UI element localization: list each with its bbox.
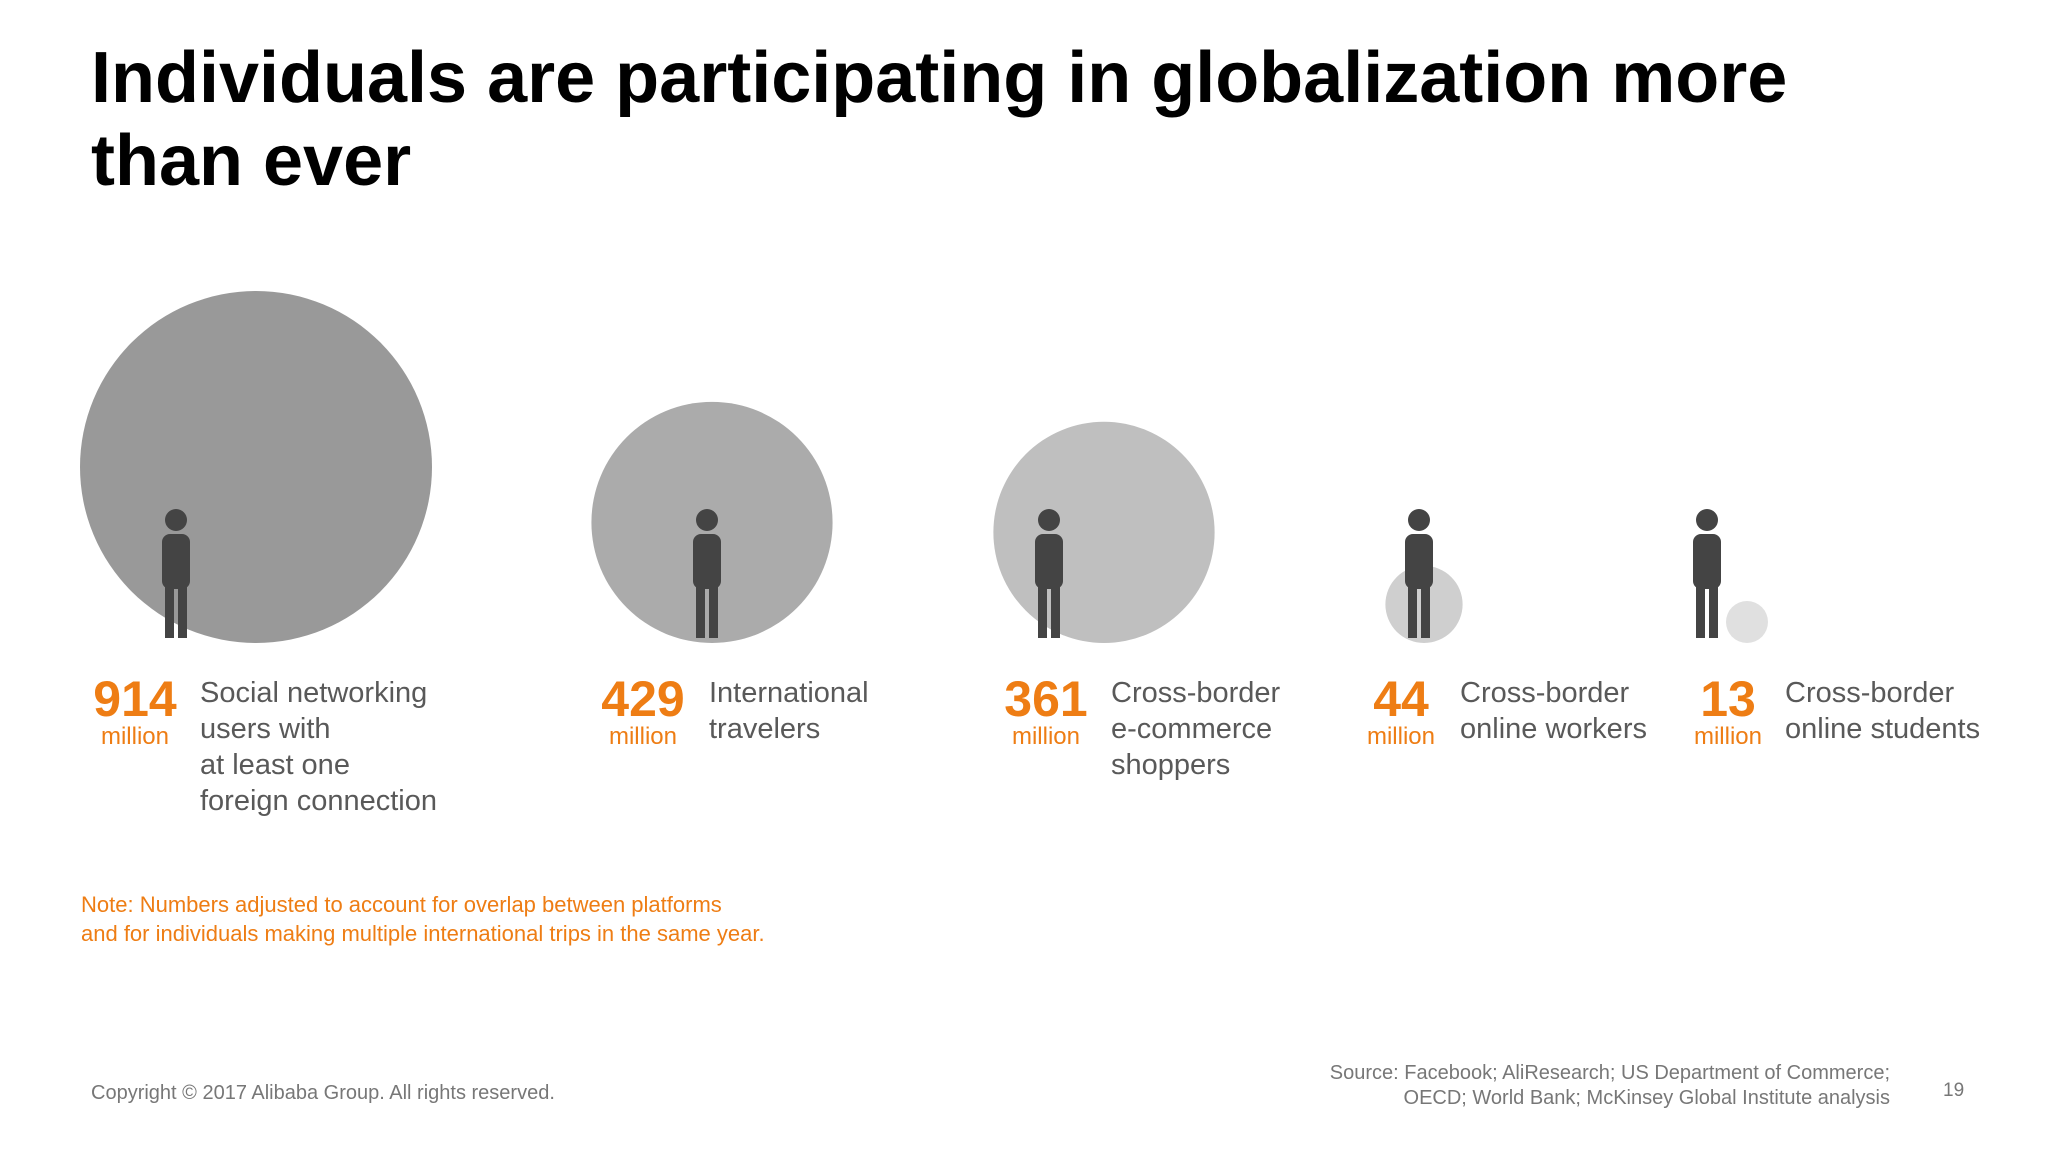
category-label: online workers [1460, 713, 1647, 745]
bubble [1726, 601, 1768, 643]
category-label: foreign connection [200, 785, 437, 817]
unit-label: million [1367, 723, 1435, 750]
category-label: online students [1785, 713, 1980, 745]
category-label: Cross-border [1460, 677, 1630, 709]
silhouette-leg [696, 586, 705, 638]
value-label: 429 [601, 671, 684, 727]
silhouette-body [1035, 534, 1063, 589]
silhouette-head [1408, 509, 1430, 531]
unit-label: million [1012, 723, 1080, 750]
page-number: 19 [1943, 1080, 1964, 1101]
unit-label: million [609, 723, 677, 750]
silhouette-body [1405, 534, 1433, 589]
category-label: at least one [200, 749, 350, 781]
title-line: Individuals are participating in globali… [91, 38, 1787, 118]
category-label: users with [200, 713, 331, 745]
category-label: travelers [709, 713, 820, 745]
category-label: International [709, 677, 869, 709]
value-label: 914 [93, 671, 177, 727]
silhouette-leg [178, 586, 187, 638]
silhouette-leg [1408, 586, 1417, 638]
unit-label: million [101, 723, 169, 750]
silhouette-head [696, 509, 718, 531]
silhouette-leg [165, 586, 174, 638]
silhouette-leg [1696, 586, 1705, 638]
silhouette-leg [1051, 586, 1060, 638]
unit-label: million [1694, 723, 1762, 750]
bubble [80, 291, 432, 643]
category-label: shoppers [1111, 749, 1230, 781]
category-label: e-commerce [1111, 713, 1272, 745]
bubble [993, 421, 1215, 643]
value-label: 44 [1373, 671, 1429, 727]
silhouette-body [162, 534, 190, 589]
silhouette-body [1693, 534, 1721, 589]
silhouette-body [693, 534, 721, 589]
category-label: Cross-border [1111, 677, 1281, 709]
value-label: 13 [1700, 671, 1756, 727]
source-line: Source: Facebook; AliResearch; US Depart… [1330, 1062, 1890, 1084]
silhouette-leg [1709, 586, 1718, 638]
category-label: Social networking [200, 677, 427, 709]
note-line: Note: Numbers adjusted to account for ov… [81, 892, 722, 917]
category-label: Cross-border [1785, 677, 1955, 709]
value-label: 361 [1004, 671, 1087, 727]
note-line: and for individuals making multiple inte… [81, 921, 765, 946]
silhouette-head [1038, 509, 1060, 531]
title-line: than ever [91, 121, 411, 201]
silhouette-leg [709, 586, 718, 638]
silhouette-leg [1038, 586, 1047, 638]
source-line: OECD; World Bank; McKinsey Global Instit… [1404, 1087, 1890, 1109]
silhouette-leg [1421, 586, 1430, 638]
silhouette-head [1696, 509, 1718, 531]
copyright: Copyright © 2017 Alibaba Group. All righ… [91, 1082, 555, 1104]
silhouette-head [165, 509, 187, 531]
